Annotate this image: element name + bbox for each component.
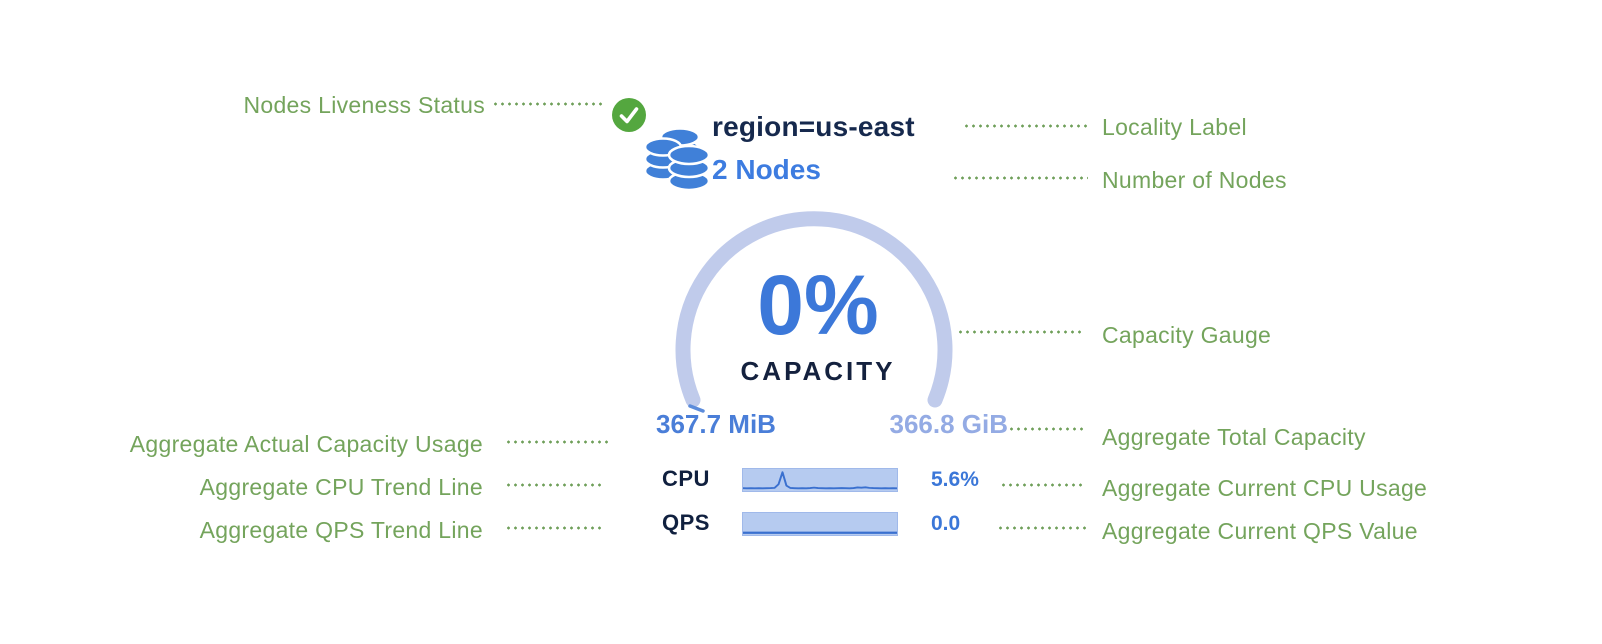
node-count-text: 2 Nodes — [712, 154, 821, 185]
leader-nodes-liveness — [492, 102, 604, 106]
leader-locality-label — [963, 124, 1088, 128]
annotation-aggregate-current-qps-value: Aggregate Current QPS Value — [1102, 518, 1418, 544]
leader-current-cpu — [1000, 483, 1086, 487]
cpu-sparkline-chart — [742, 468, 898, 492]
annotation-aggregate-cpu-trend-line: Aggregate CPU Trend Line — [199, 474, 483, 500]
database-stack-icon — [644, 127, 711, 192]
gauge-zero-tick — [688, 404, 705, 413]
leader-capacity-usage — [505, 440, 611, 444]
locality-label-text: region=us-east — [712, 111, 915, 142]
annotation-aggregate-actual-capacity-usage: Aggregate Actual Capacity Usage — [129, 431, 483, 457]
aggregate-used-capacity-value: 367.7 MiB — [656, 409, 776, 439]
cpu-current-value: 5.6% — [931, 468, 979, 491]
qps-sparkline-chart — [742, 512, 898, 536]
capacity-gauge-arc — [675, 211, 953, 413]
leader-cpu-trend — [505, 483, 601, 487]
leader-qps-trend — [505, 526, 601, 530]
leader-capacity-gauge — [957, 330, 1085, 334]
leader-total-capacity — [1008, 427, 1086, 431]
annotation-capacity-gauge: Capacity Gauge — [1102, 322, 1272, 348]
leader-current-qps — [997, 526, 1086, 530]
annotation-nodes-liveness-status: Nodes Liveness Status — [243, 92, 485, 118]
annotation-number-of-nodes: Number of Nodes — [1102, 167, 1287, 193]
gauge-caption: CAPACITY — [740, 356, 896, 386]
annotation-aggregate-qps-trend-line: Aggregate QPS Trend Line — [199, 517, 483, 543]
cpu-label: CPU — [662, 466, 710, 491]
annotation-aggregate-current-cpu-usage: Aggregate Current CPU Usage — [1102, 475, 1428, 501]
qps-current-value: 0.0 — [931, 512, 961, 535]
qps-label: QPS — [662, 510, 710, 535]
annotation-aggregate-total-capacity: Aggregate Total Capacity — [1102, 424, 1366, 450]
liveness-check-circle-icon — [612, 98, 646, 132]
gauge-percent-value: 0% — [757, 258, 879, 352]
aggregate-total-capacity-value: 366.8 GiB — [889, 409, 1008, 439]
annotation-locality-label: Locality Label — [1102, 114, 1247, 140]
leader-number-of-nodes — [952, 176, 1088, 180]
